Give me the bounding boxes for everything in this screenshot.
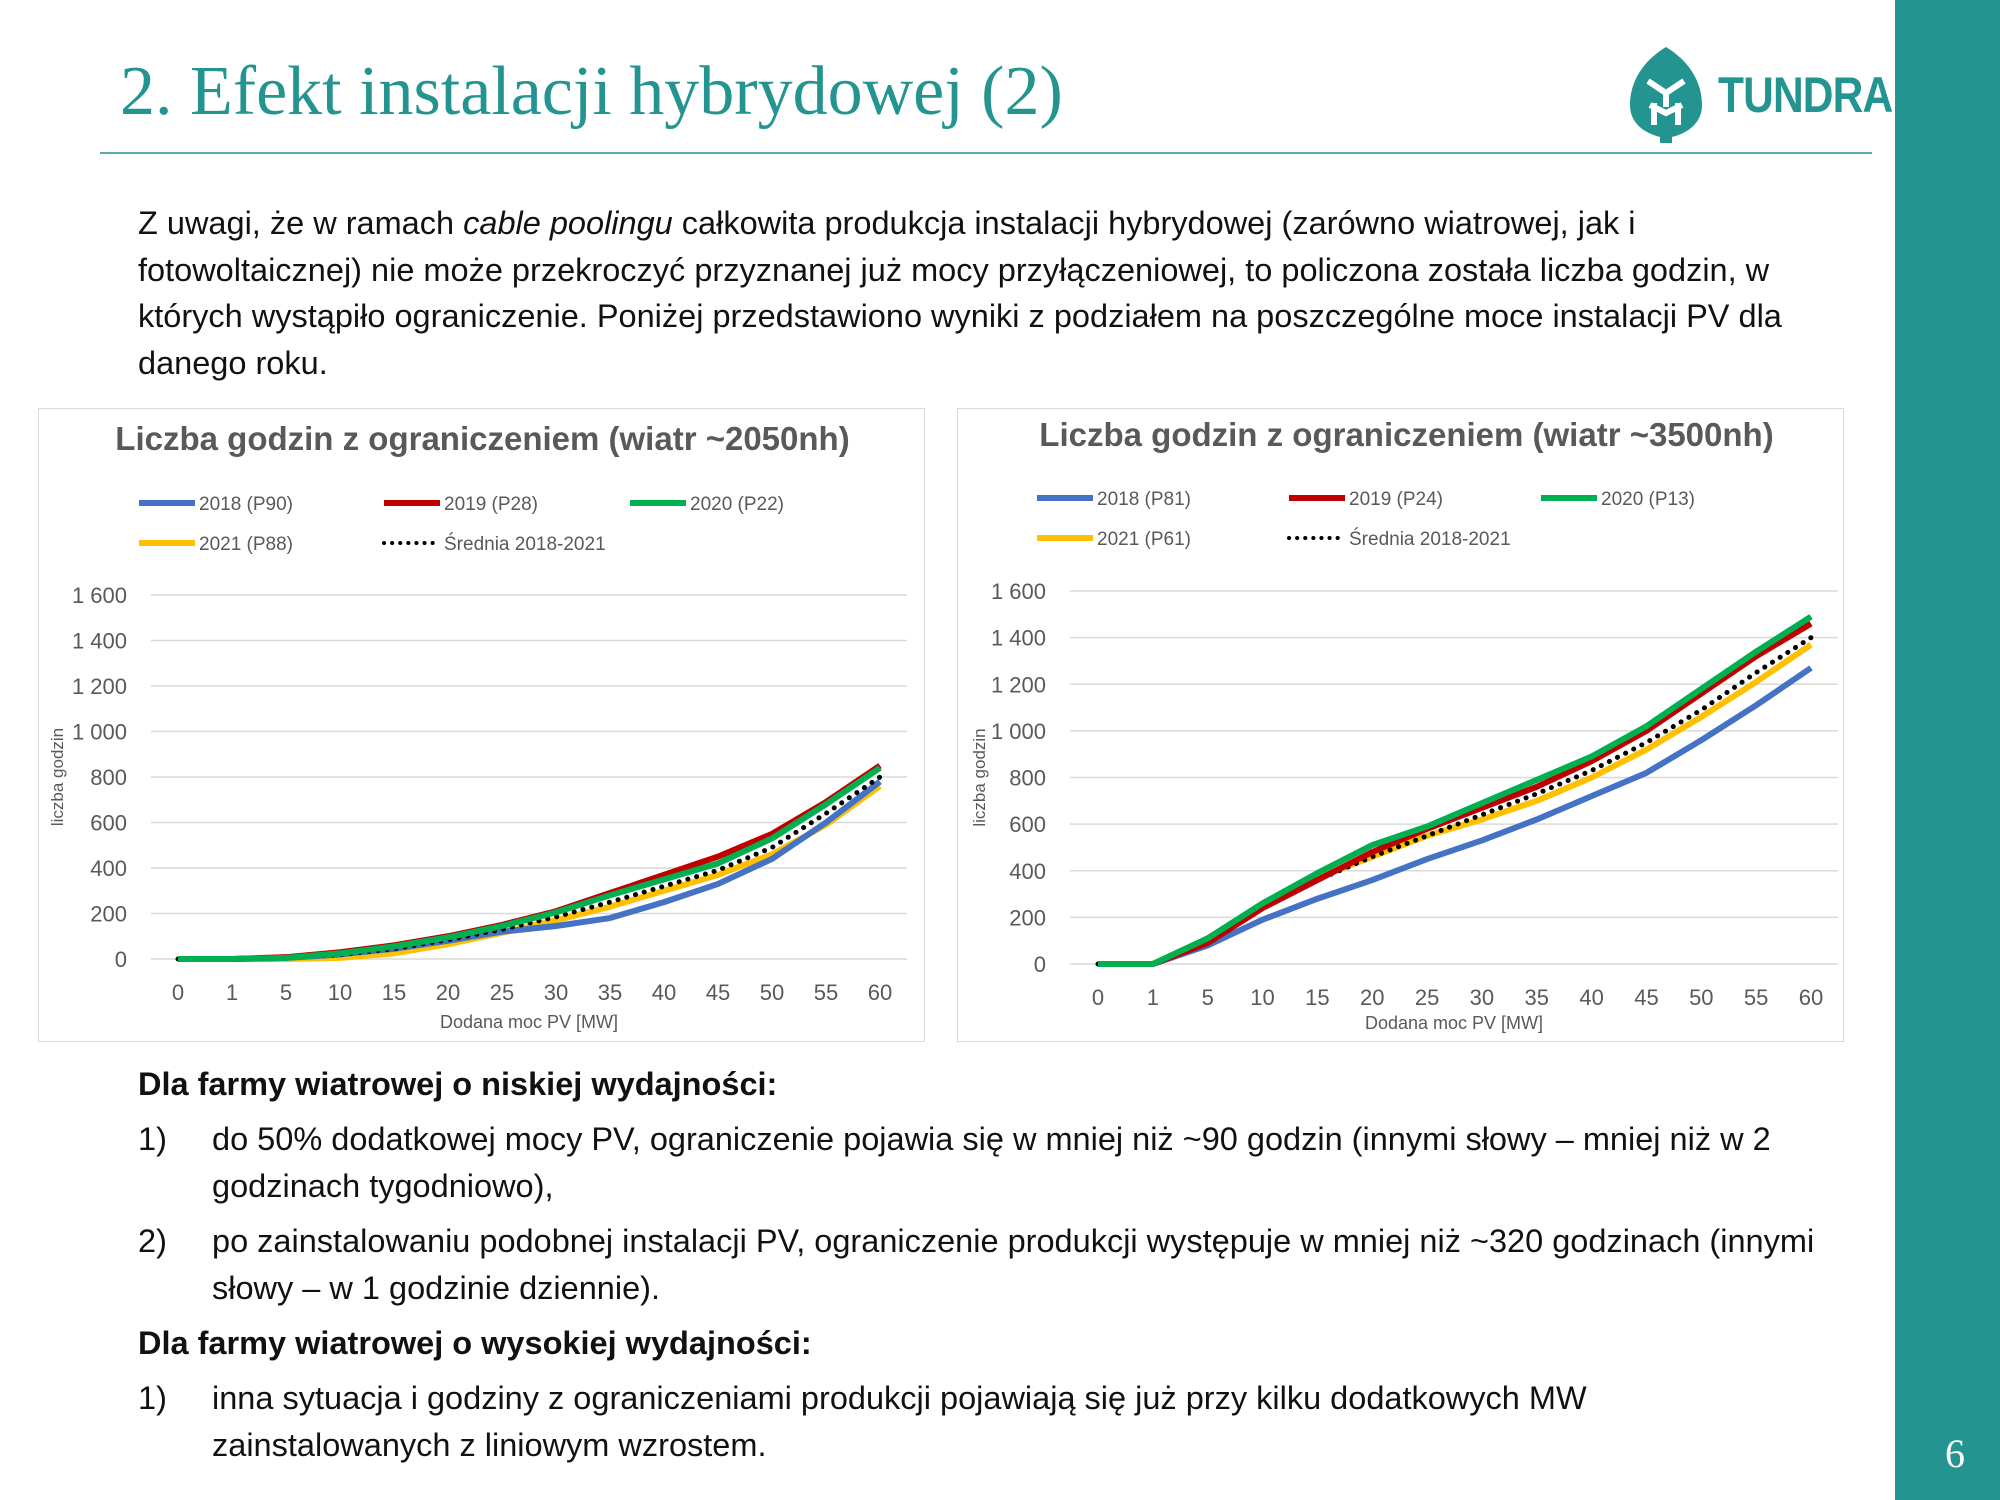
title-divider xyxy=(100,152,1872,154)
y-tick-label: 1 400 xyxy=(991,626,1046,651)
y-tick-label: 1 000 xyxy=(72,720,127,745)
x-tick-label: 25 xyxy=(1415,985,1439,1010)
x-tick-label: 35 xyxy=(1525,985,1549,1010)
item-number: 2) xyxy=(138,1223,167,1259)
chart-title: Liczba godzin z ograniczeniem (wiatr ~20… xyxy=(115,420,849,457)
x-tick-label: 15 xyxy=(382,980,406,1005)
chart-low-wind-svg: Liczba godzin z ograniczeniem (wiatr ~20… xyxy=(48,420,907,1032)
high-wind-heading: Dla farmy wiatrowej o wysokiej wydajnośc… xyxy=(138,1325,812,1361)
series-line-2021-p88- xyxy=(178,783,882,962)
y-tick-label: 400 xyxy=(1009,859,1046,884)
y-tick-label: 1 600 xyxy=(991,579,1046,604)
y-tick-label: 400 xyxy=(90,856,127,881)
y-tick-label: 600 xyxy=(90,811,127,836)
chart-title: Liczba godzin z ograniczeniem (wiatr ~35… xyxy=(1039,416,1773,453)
legend-label: 2018 (P90) xyxy=(199,494,293,515)
y-tick-label: 0 xyxy=(1034,952,1046,977)
series-line-2019-p24- xyxy=(1098,621,1813,967)
x-tick-label: 20 xyxy=(1360,985,1384,1010)
x-tick-label: 45 xyxy=(1634,985,1658,1010)
y-tick-label: 1 200 xyxy=(991,672,1046,697)
x-tick-label: 40 xyxy=(652,980,676,1005)
x-tick-label: 45 xyxy=(706,980,730,1005)
legend-label: 2020 (P22) xyxy=(690,494,784,515)
x-tick-label: 5 xyxy=(280,980,292,1005)
y-tick-label: 1 400 xyxy=(72,629,127,654)
y-tick-label: 200 xyxy=(1009,905,1046,930)
y-tick-label: 200 xyxy=(90,902,127,927)
y-tick-label: 1 600 xyxy=(72,583,127,608)
chart-low-wind: Liczba godzin z ograniczeniem (wiatr ~20… xyxy=(38,408,925,1042)
x-tick-label: 30 xyxy=(1470,985,1494,1010)
high-wind-item-1: 1) inna sytuacja i godziny z ograniczeni… xyxy=(138,1375,1818,1469)
decorative-sidebar xyxy=(1895,0,2000,1500)
x-tick-label: 30 xyxy=(544,980,568,1005)
x-tick-label: 0 xyxy=(1092,985,1104,1010)
x-tick-label: 60 xyxy=(1799,985,1823,1010)
x-tick-label: 15 xyxy=(1305,985,1329,1010)
leaf-logo-icon xyxy=(1630,47,1702,143)
x-tick-label: 60 xyxy=(868,980,892,1005)
item-number: 1) xyxy=(138,1121,167,1157)
legend-label: 2021 (P61) xyxy=(1097,529,1191,550)
chart-high-wind-svg: Liczba godzin z ograniczeniem (wiatr ~35… xyxy=(970,416,1838,1033)
y-tick-label: 1 000 xyxy=(991,719,1046,744)
series-line-2018-p81- xyxy=(1098,665,1813,967)
x-tick-label: 55 xyxy=(1744,985,1768,1010)
x-tick-label: 1 xyxy=(226,980,238,1005)
x-tick-label: 20 xyxy=(436,980,460,1005)
page-number: 6 xyxy=(1945,1431,1965,1476)
x-tick-label: 50 xyxy=(1689,985,1713,1010)
logo-text: TUNDRA xyxy=(1718,67,1893,123)
legend-label: 2019 (P24) xyxy=(1349,489,1443,510)
x-tick-label: 10 xyxy=(328,980,352,1005)
x-tick-label: 1 xyxy=(1147,985,1159,1010)
series-line-2018-p90- xyxy=(178,779,882,962)
legend-label: 2018 (P81) xyxy=(1097,489,1191,510)
y-tick-label: 800 xyxy=(90,765,127,790)
item-text: do 50% dodatkowej mocy PV, ograniczenie … xyxy=(212,1121,1771,1204)
x-tick-label: 40 xyxy=(1579,985,1603,1010)
legend-label: 2020 (P13) xyxy=(1601,489,1695,510)
x-tick-label: 50 xyxy=(760,980,784,1005)
page-title: 2. Efekt instalacji hybrydowej (2) xyxy=(120,53,1063,130)
x-axis-label: Dodana moc PV [MW] xyxy=(1365,1013,1543,1033)
y-tick-label: 800 xyxy=(1009,766,1046,791)
low-wind-item-1: 1) do 50% dodatkowej mocy PV, ograniczen… xyxy=(138,1116,1818,1210)
x-tick-label: 35 xyxy=(598,980,622,1005)
y-tick-label: 0 xyxy=(115,947,127,972)
intro-text-2: całkowita produkcja instalacji hybrydowe… xyxy=(138,205,1782,381)
low-wind-heading: Dla farmy wiatrowej o niskiej wydajności… xyxy=(138,1066,778,1102)
intro-paragraph: Z uwagi, że w ramach cable poolingu całk… xyxy=(138,200,1818,386)
y-axis-label: liczba godzin xyxy=(48,728,67,826)
x-axis-label: Dodana moc PV [MW] xyxy=(440,1012,618,1032)
legend-label: 2021 (P88) xyxy=(199,534,293,555)
item-text: po zainstalowaniu podobnej instalacji PV… xyxy=(212,1223,1815,1306)
legend-label: Średnia 2018-2021 xyxy=(1349,528,1511,550)
series-line-2020-p13- xyxy=(1098,614,1813,967)
intro-text-1: Z uwagi, że w ramach xyxy=(138,205,464,241)
legend-label: Średnia 2018-2021 xyxy=(444,533,606,555)
y-axis-label: liczba godzin xyxy=(970,728,989,826)
legend-label: 2019 (P28) xyxy=(444,494,538,515)
x-tick-label: 5 xyxy=(1202,985,1214,1010)
item-number: 1) xyxy=(138,1380,167,1416)
tundra-logo: TUNDRA xyxy=(1628,45,1923,145)
x-tick-label: 55 xyxy=(814,980,838,1005)
y-tick-label: 1 200 xyxy=(72,674,127,699)
x-tick-label: 25 xyxy=(490,980,514,1005)
x-tick-label: 10 xyxy=(1250,985,1274,1010)
intro-italic-term: cable poolingu xyxy=(463,205,673,241)
low-wind-item-2: 2) po zainstalowaniu podobnej instalacji… xyxy=(138,1218,1818,1312)
item-text: inna sytuacja i godziny z ograniczeniami… xyxy=(212,1380,1587,1463)
chart-high-wind: Liczba godzin z ograniczeniem (wiatr ~35… xyxy=(957,408,1844,1042)
x-tick-label: 0 xyxy=(172,980,184,1005)
series-line-2020-p22- xyxy=(178,765,882,962)
y-tick-label: 600 xyxy=(1009,812,1046,837)
